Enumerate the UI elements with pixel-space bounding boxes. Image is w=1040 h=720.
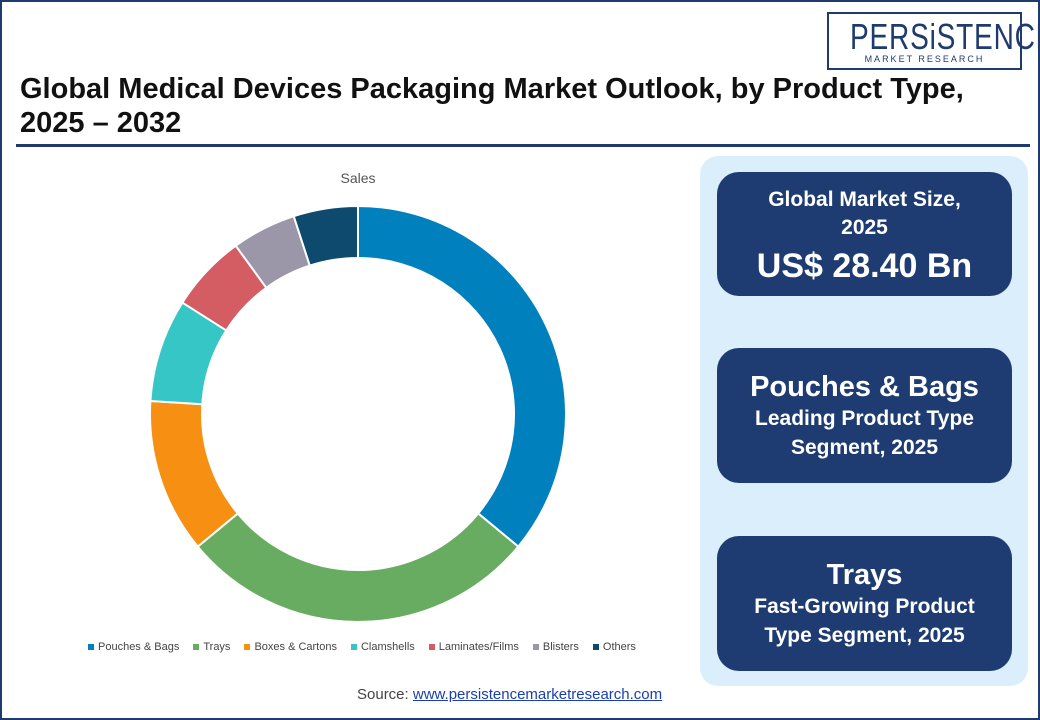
page-title: Global Medical Devices Packaging Market … (20, 73, 964, 139)
donut-slice-pouches-bags (357, 204, 567, 548)
legend-label: Blisters (542, 641, 579, 653)
legend-item: Laminates/Films (428, 641, 519, 653)
legend-label: Others (602, 641, 636, 653)
legend-item: Clamshells (350, 641, 415, 653)
donut-chart (149, 204, 567, 623)
market-size-card: Global Market Size, 2025 US$ 28.40 Bn (717, 172, 1012, 296)
leading-segment-year: Segment, 2025 (790, 436, 939, 459)
market-size-year: 2025 (841, 216, 888, 239)
fast-growing-card: Trays Fast-Growing Product Type Segment,… (717, 536, 1012, 671)
legend-item: Boxes & Cartons (244, 641, 337, 653)
legend-item: Blisters (532, 641, 579, 653)
market-size-label: Global Market Size, (768, 188, 961, 211)
source-link[interactable]: www.persistencemarketresearch.com (412, 686, 663, 703)
title-divider (16, 144, 1030, 147)
market-size-value: US$ 28.40 Bn (756, 247, 973, 285)
leading-segment-label: Leading Product Type (755, 407, 974, 430)
legend-swatch (592, 644, 599, 650)
source-line: Source: www.persistencemarketresearch.co… (357, 686, 662, 703)
legend-label: Laminates/Films (438, 641, 519, 653)
legend-swatch (428, 644, 435, 650)
legend-label: Pouches & Bags (98, 641, 180, 653)
legend-item: Others (592, 641, 636, 653)
legend-label: Trays (203, 641, 231, 653)
fast-growing-name: Trays (826, 559, 903, 591)
legend-swatch (244, 644, 251, 650)
donut-slice-others (292, 204, 359, 267)
legend-item: Pouches & Bags (88, 641, 179, 653)
logo: PERSiSTENCE MARKET RESEARCH (827, 12, 1040, 70)
logo-main-text: PERSiSTENCE (850, 16, 1040, 57)
legend-item: Trays (193, 641, 230, 653)
chart-title: Sales (340, 170, 376, 186)
donut-slice-trays (196, 512, 520, 623)
chart-legend: Pouches & Bags Trays Boxes & Cartons Clamsh… (88, 641, 636, 653)
legend-swatch (532, 644, 539, 650)
fast-growing-label: Fast-Growing Product (754, 595, 975, 618)
leading-segment-card: Pouches & Bags Leading Product Type Segm… (717, 348, 1012, 483)
leading-segment-name: Pouches & Bags (750, 371, 979, 403)
donut-slice-boxes-cartons (149, 399, 240, 548)
legend-label: Clamshells (360, 641, 415, 653)
legend-swatch (193, 644, 200, 650)
logo-sub-text: MARKET RESEARCH (864, 54, 985, 64)
legend-swatch (350, 644, 357, 650)
legend-label: Boxes & Cartons (254, 641, 337, 653)
source-label: Source: (357, 686, 409, 703)
legend-swatch (88, 644, 94, 650)
fast-growing-year: Type Segment, 2025 (764, 624, 965, 647)
